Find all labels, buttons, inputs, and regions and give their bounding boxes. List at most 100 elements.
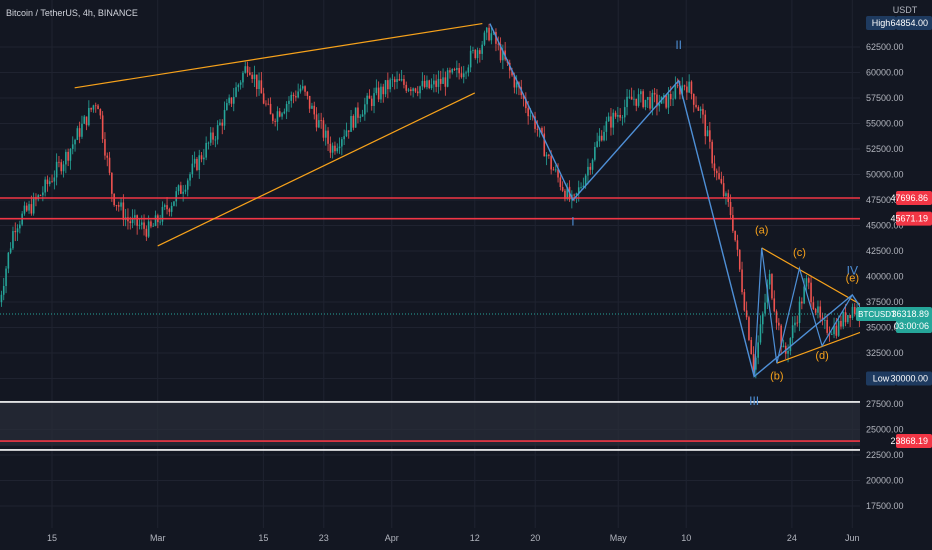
candle-body (462, 73, 465, 78)
candle-body (60, 162, 63, 172)
candle-body (375, 87, 378, 94)
candle-body (108, 157, 111, 173)
candle-body (242, 72, 244, 83)
y-tick-label: 42500.00 (866, 246, 904, 256)
candle-body (175, 191, 178, 202)
candle-body (122, 202, 125, 220)
level-badge-text: 47696.86 (890, 193, 928, 203)
candle-body (794, 322, 796, 326)
candle-body (497, 43, 500, 45)
candle-body (446, 70, 449, 87)
x-tick-label: 23 (319, 533, 329, 543)
candle-body (814, 308, 817, 313)
candle-body (499, 44, 502, 61)
level-badge-bg (896, 190, 932, 205)
candle-body (745, 310, 748, 318)
candle-body (62, 164, 65, 172)
candle-body (577, 187, 580, 194)
candle-body (324, 130, 327, 138)
candle-body (320, 120, 322, 121)
candle-body (267, 103, 270, 105)
candle-body (649, 97, 651, 109)
candle-body (713, 163, 716, 171)
candle-body (543, 133, 546, 157)
candle-body (30, 204, 33, 214)
candle-body (449, 70, 451, 73)
time-axis-panel[interactable] (0, 528, 860, 550)
candle-body (173, 201, 175, 206)
x-tick-label: Apr (385, 533, 399, 543)
candle-body (545, 154, 548, 157)
candle-body (334, 145, 336, 152)
candle-body (345, 130, 348, 137)
candle-body (580, 187, 582, 188)
support-zone (0, 401, 860, 451)
candle-body (161, 206, 164, 222)
candle-body (200, 155, 203, 160)
candle-body (25, 205, 28, 211)
candle-body (589, 166, 592, 170)
candle-body (265, 103, 267, 105)
candle-body (759, 324, 762, 343)
candle-body (416, 91, 419, 94)
candle-body (313, 105, 316, 115)
price-axis-panel[interactable] (860, 0, 932, 550)
x-tick-label: 15 (47, 533, 57, 543)
y-tick-label: 37500.00 (866, 297, 904, 307)
zone-fill (0, 401, 860, 446)
x-tick-label: 15 (258, 533, 268, 543)
candle-body (773, 298, 776, 312)
candle-body (651, 92, 654, 109)
candle-body (605, 121, 608, 132)
candle-body (382, 86, 385, 95)
candle-body (587, 166, 589, 176)
candle-body (389, 79, 391, 90)
candle-body (226, 103, 228, 111)
low-badge-prefix: Low (873, 374, 890, 384)
candle-body (476, 50, 479, 59)
candle-body (699, 108, 702, 111)
candle-body (835, 325, 838, 336)
candle-body (481, 44, 483, 54)
candle-body (318, 120, 320, 128)
candle-body (623, 107, 626, 118)
x-tick-label: 20 (530, 533, 540, 543)
candle-body (180, 185, 182, 194)
candle-body (292, 94, 295, 97)
candle-body (81, 123, 83, 137)
wave-label: (d) (815, 350, 828, 362)
candle-body (76, 128, 79, 140)
candle-body (32, 196, 35, 214)
candle-body (844, 312, 847, 323)
wave-label: (e) (846, 273, 859, 285)
y-tick-label: 27500.00 (866, 399, 904, 409)
candle-body (44, 179, 46, 193)
high-value-badge-text: 64854.00 (890, 18, 928, 28)
candle-body (614, 112, 617, 117)
current-price-text: 36318.89 (891, 309, 929, 319)
candle-body (58, 161, 60, 163)
currency-label: USDT (893, 5, 918, 15)
candle-body (101, 115, 104, 140)
candle-body (131, 217, 134, 224)
candle-body (502, 50, 504, 61)
candle-body (743, 292, 746, 311)
candle-body (111, 172, 113, 194)
candle-body (168, 209, 171, 212)
candle-body (720, 178, 723, 184)
candle-body (564, 190, 566, 199)
high-badge-prefix-bg (866, 15, 896, 30)
candle-body (338, 146, 341, 149)
candle-body (711, 141, 713, 164)
candle-body (598, 135, 601, 142)
candle-body (796, 322, 799, 324)
trendline-upper-channel (74, 22, 483, 89)
candle-body (851, 306, 854, 319)
candle-body (467, 67, 470, 73)
candle-body (221, 122, 224, 126)
candle-body (550, 155, 552, 170)
candle-body (272, 114, 274, 121)
candle-body (725, 193, 727, 197)
candle-body (600, 135, 603, 141)
